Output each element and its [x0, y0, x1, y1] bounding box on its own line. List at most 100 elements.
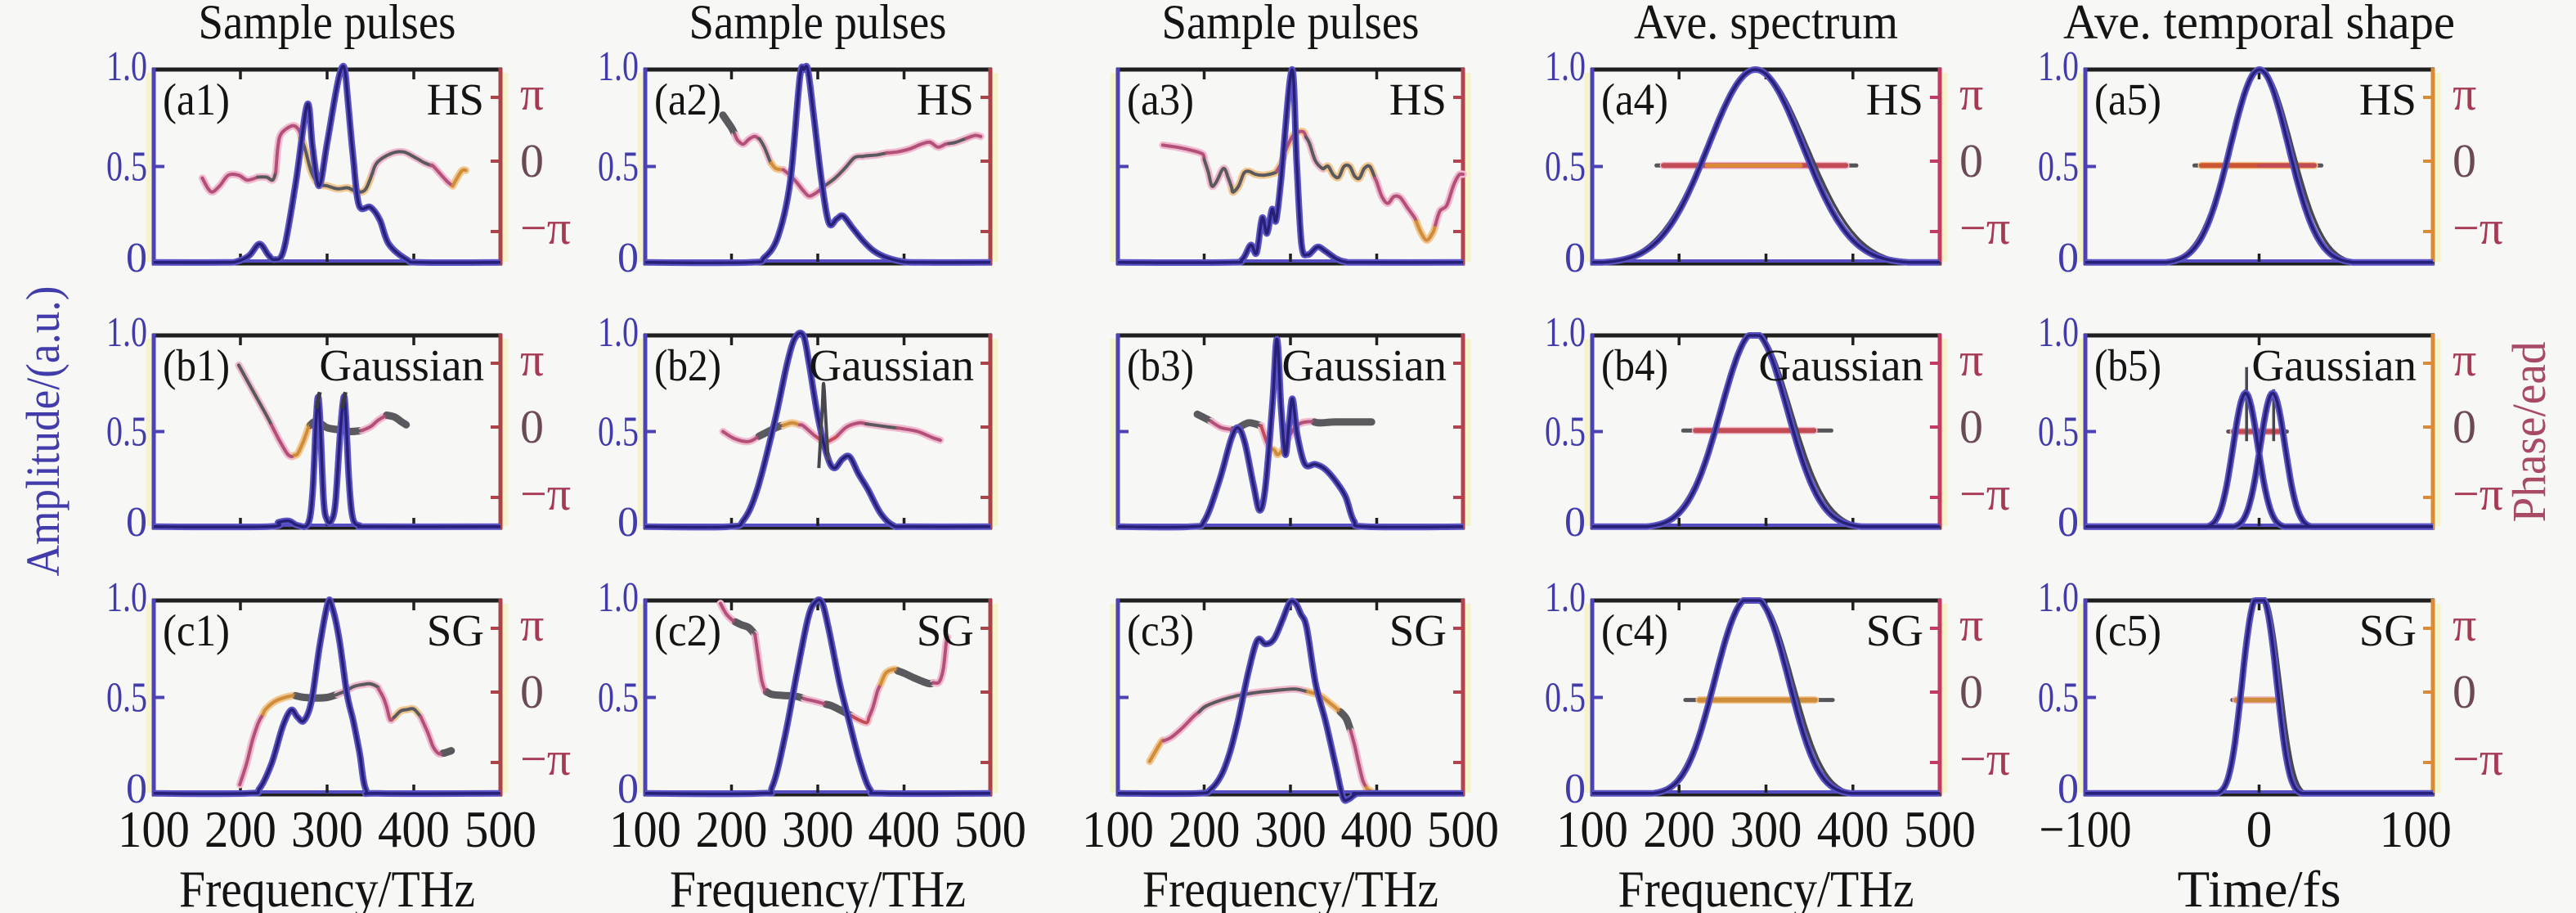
svg-text:100: 100 — [118, 800, 190, 858]
svg-text:0: 0 — [126, 766, 147, 812]
svg-text:300: 300 — [1254, 800, 1326, 858]
svg-text:(b1): (b1) — [163, 340, 230, 390]
svg-text:0: 0 — [1959, 134, 1983, 187]
svg-text:1.0: 1.0 — [598, 574, 639, 621]
svg-text:0: 0 — [2453, 665, 2476, 718]
svg-text:0: 0 — [1564, 499, 1586, 546]
svg-text:200: 200 — [1643, 800, 1715, 858]
svg-text:400: 400 — [1817, 800, 1889, 858]
svg-text:0: 0 — [2058, 499, 2079, 546]
svg-text:(a1): (a1) — [163, 74, 230, 124]
svg-text:HS: HS — [1866, 74, 1923, 124]
svg-text:π: π — [1959, 67, 1983, 120]
svg-text:1.0: 1.0 — [2038, 309, 2079, 356]
svg-text:Gaussian: Gaussian — [1758, 340, 1923, 390]
svg-text:Frequency/THz: Frequency/THz — [1142, 860, 1438, 913]
svg-text:(c5): (c5) — [2094, 605, 2161, 655]
svg-text:(c2): (c2) — [654, 605, 721, 655]
svg-text:200: 200 — [204, 800, 276, 858]
svg-text:−π: −π — [1959, 201, 2010, 254]
svg-text:1.0: 1.0 — [598, 43, 639, 90]
svg-text:Gaussian: Gaussian — [319, 340, 484, 390]
svg-text:400: 400 — [868, 800, 940, 858]
svg-text:0: 0 — [1959, 400, 1983, 453]
svg-text:SG: SG — [427, 605, 484, 655]
svg-text:0: 0 — [1959, 665, 1983, 718]
svg-text:400: 400 — [378, 800, 450, 858]
svg-text:π: π — [1959, 598, 1983, 651]
svg-text:(b5): (b5) — [2094, 340, 2161, 390]
svg-text:Ave. temporal shape: Ave. temporal shape — [2063, 0, 2455, 49]
svg-text:0: 0 — [126, 499, 147, 546]
svg-text:0.5: 0.5 — [1545, 409, 1586, 456]
svg-text:Frequency/THz: Frequency/THz — [179, 860, 475, 913]
svg-text:−π: −π — [2453, 467, 2503, 520]
svg-text:100: 100 — [609, 800, 681, 858]
svg-text:π: π — [2453, 333, 2476, 386]
svg-text:(a4): (a4) — [1601, 74, 1668, 124]
svg-text:0: 0 — [1564, 766, 1586, 812]
svg-text:0.5: 0.5 — [106, 144, 147, 191]
svg-text:0.5: 0.5 — [106, 409, 147, 456]
svg-text:0.5: 0.5 — [2038, 675, 2079, 722]
svg-text:π: π — [2453, 67, 2476, 120]
svg-text:100: 100 — [1082, 800, 1154, 858]
svg-text:(c4): (c4) — [1601, 605, 1668, 655]
svg-text:0.5: 0.5 — [1545, 144, 1586, 191]
svg-text:1.0: 1.0 — [1545, 574, 1586, 621]
svg-text:0.5: 0.5 — [598, 675, 639, 722]
svg-text:(c1): (c1) — [163, 605, 230, 655]
svg-text:0: 0 — [2058, 766, 2079, 812]
svg-text:−π: −π — [1959, 467, 2010, 520]
svg-text:Sample pulses: Sample pulses — [1162, 0, 1420, 49]
svg-text:200: 200 — [1169, 800, 1241, 858]
svg-text:−π: −π — [520, 467, 571, 520]
svg-text:1.0: 1.0 — [106, 43, 147, 90]
svg-text:SG: SG — [917, 605, 974, 655]
svg-text:1.0: 1.0 — [1545, 43, 1586, 90]
svg-text:300: 300 — [1730, 800, 1802, 858]
svg-text:HS: HS — [2359, 74, 2417, 124]
svg-text:0: 0 — [1564, 235, 1586, 281]
svg-text:Sample pulses: Sample pulses — [689, 0, 947, 49]
svg-text:SG: SG — [2359, 605, 2417, 655]
svg-text:1.0: 1.0 — [598, 309, 639, 356]
svg-text:(c3): (c3) — [1127, 605, 1194, 655]
svg-text:1.0: 1.0 — [2038, 43, 2079, 90]
svg-text:(b3): (b3) — [1127, 340, 1194, 390]
svg-text:1.0: 1.0 — [2038, 574, 2079, 621]
svg-text:0: 0 — [520, 665, 544, 718]
svg-text:0.5: 0.5 — [598, 144, 639, 191]
svg-text:100: 100 — [2380, 800, 2452, 858]
svg-text:1.0: 1.0 — [106, 309, 147, 356]
svg-text:Amplitude/(a.u.): Amplitude/(a.u.) — [16, 286, 70, 577]
svg-text:(a5): (a5) — [2094, 74, 2161, 124]
svg-text:π: π — [520, 598, 544, 651]
svg-text:Time/fs: Time/fs — [2178, 860, 2341, 913]
svg-text:π: π — [520, 67, 544, 120]
svg-text:−π: −π — [1959, 732, 2010, 785]
svg-text:0: 0 — [2453, 134, 2476, 187]
svg-text:0.5: 0.5 — [2038, 409, 2079, 456]
svg-text:HS: HS — [427, 74, 484, 124]
svg-text:HS: HS — [917, 74, 974, 124]
svg-text:0.5: 0.5 — [598, 409, 639, 456]
svg-text:500: 500 — [1427, 800, 1499, 858]
svg-text:HS: HS — [1389, 74, 1447, 124]
svg-text:100: 100 — [1556, 800, 1628, 858]
svg-text:−π: −π — [2453, 732, 2503, 785]
svg-text:1.0: 1.0 — [106, 574, 147, 621]
svg-text:0: 0 — [126, 235, 147, 281]
svg-text:0: 0 — [617, 499, 639, 546]
svg-text:Sample pulses: Sample pulses — [199, 0, 456, 49]
svg-text:−π: −π — [2453, 201, 2503, 254]
svg-text:Ave. spectrum: Ave. spectrum — [1634, 0, 1898, 49]
svg-text:500: 500 — [464, 800, 536, 858]
svg-text:0.5: 0.5 — [2038, 144, 2079, 191]
svg-text:π: π — [2453, 598, 2476, 651]
svg-text:π: π — [1959, 333, 1983, 386]
svg-text:(a2): (a2) — [654, 74, 721, 124]
svg-text:Frequency/THz: Frequency/THz — [1618, 860, 1914, 913]
svg-text:0: 0 — [2246, 800, 2273, 858]
svg-text:300: 300 — [291, 800, 363, 858]
